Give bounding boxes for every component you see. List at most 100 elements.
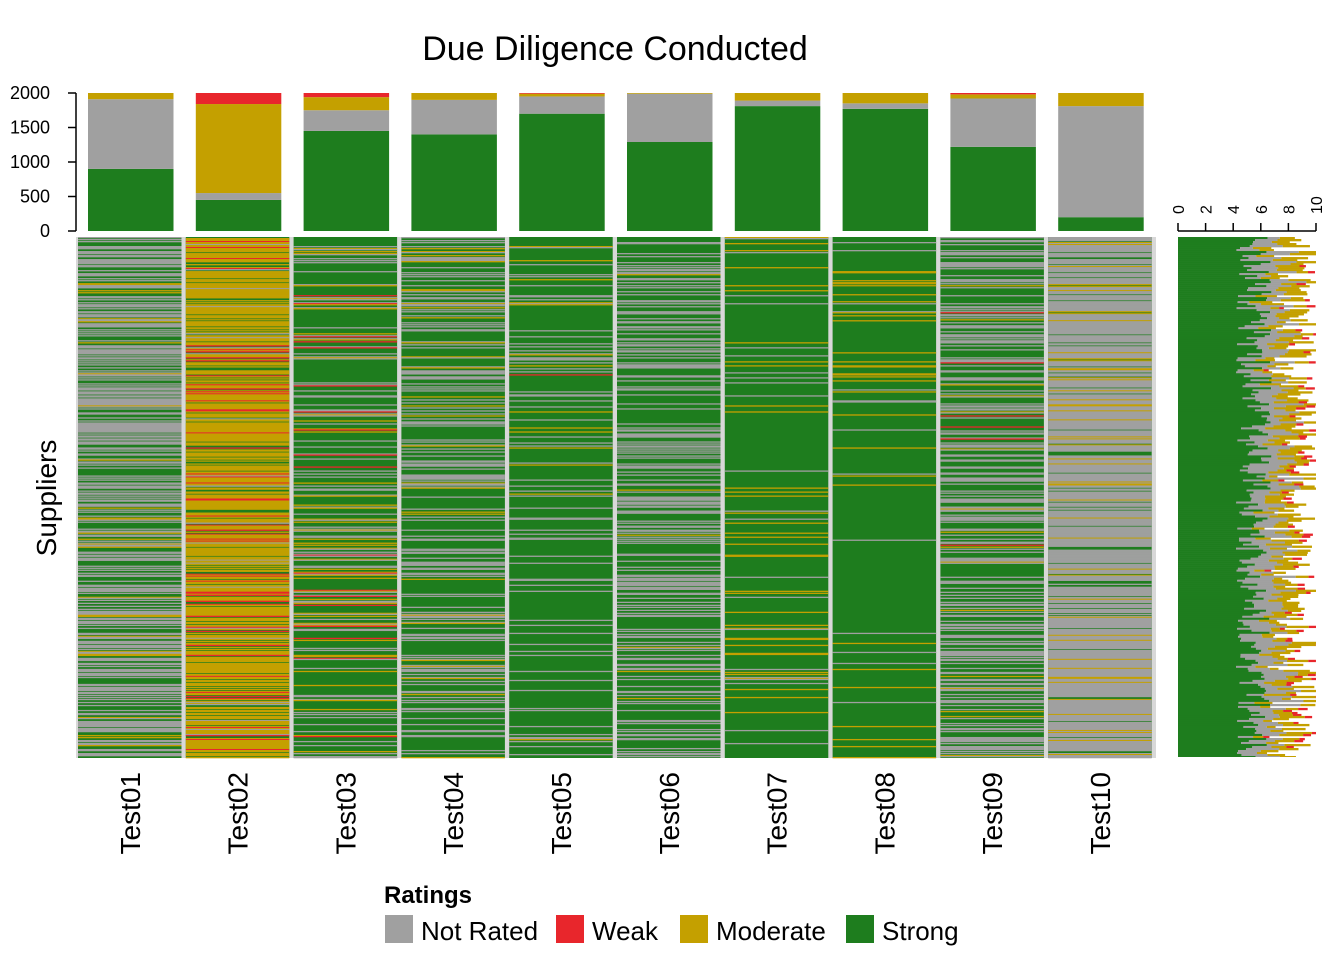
side-bar-segment — [1255, 359, 1276, 362]
side-bar-segment — [1263, 693, 1291, 697]
heatmap-cell — [401, 615, 505, 618]
heatmap-cell — [1048, 354, 1152, 356]
heatmap-cell — [1048, 517, 1152, 519]
heatmap-cell — [78, 399, 182, 401]
heatmap-cell — [185, 684, 290, 687]
heatmap-cell — [401, 259, 505, 261]
heatmap-cell — [185, 460, 290, 462]
heatmap-cell — [78, 306, 182, 308]
heatmap-cell — [78, 345, 182, 347]
heatmap-cell — [617, 364, 721, 366]
heatmap-cell — [185, 554, 290, 556]
heatmap-cell — [401, 468, 505, 470]
heatmap-cell — [724, 644, 829, 647]
heatmap-cell — [1048, 270, 1152, 272]
heatmap-cell — [617, 566, 721, 568]
heatmap-cell — [1048, 669, 1152, 672]
heatmap-cell — [617, 525, 721, 527]
heatmap-cell — [832, 738, 937, 741]
side-bar-segment — [1261, 415, 1275, 418]
side-x-axis: 0 2 4 6 8 10 — [1171, 196, 1326, 232]
heatmap-cell — [185, 574, 290, 576]
heatmap-cell — [617, 318, 721, 320]
heatmap-cell — [1048, 742, 1152, 745]
chart-title: Due Diligence Conducted — [422, 30, 808, 68]
heatmap-cell — [1048, 244, 1152, 246]
side-bar-segment — [1178, 737, 1267, 741]
heatmap-cell — [1048, 572, 1152, 574]
side-bar-segment — [1253, 721, 1278, 725]
heatmap-cell — [185, 247, 290, 249]
heatmap-cell — [940, 724, 1044, 727]
heatmap-cell — [1048, 431, 1152, 433]
side-bar-segment — [1262, 371, 1273, 374]
side-bar-segment — [1264, 691, 1287, 695]
heatmap-cell — [617, 491, 721, 493]
side-bar-segment — [1270, 311, 1285, 314]
side-bar-segment — [1276, 453, 1296, 456]
heatmap — [76, 237, 1156, 759]
heatmap-cell — [832, 414, 937, 416]
side-bar-segment — [1178, 271, 1269, 274]
side-bar-segment — [1250, 495, 1265, 498]
heatmap-cell — [1048, 642, 1152, 645]
heatmap-cell — [293, 713, 398, 716]
side-bar-segment — [1291, 695, 1316, 699]
heatmap-cell — [617, 338, 721, 340]
heatmap-cell — [1048, 622, 1152, 625]
side-bar-segment — [1178, 671, 1262, 675]
heatmap-cell — [293, 628, 398, 631]
heatmap-cell — [78, 318, 182, 320]
side-bar-segment — [1287, 637, 1293, 641]
side-bar-segment — [1178, 285, 1267, 288]
heatmap-cell — [78, 540, 182, 542]
side-bar-segment — [1252, 449, 1279, 452]
heatmap-cell — [401, 423, 505, 425]
heatmap-cell — [1048, 326, 1152, 328]
side-bar-segment — [1178, 683, 1259, 687]
heatmap-cell — [185, 362, 290, 364]
side-bar-segment — [1178, 539, 1240, 542]
side-bar-segment — [1286, 501, 1294, 504]
side-bar-segment — [1178, 571, 1250, 574]
heatmap-cell — [293, 544, 398, 546]
side-bar-segment — [1274, 415, 1290, 418]
heatmap-cell — [1048, 449, 1152, 451]
heatmap-cell — [617, 322, 721, 324]
side-bar-segment — [1261, 553, 1286, 556]
heatmap-cell — [185, 650, 290, 653]
side-bar-segment — [1282, 737, 1300, 741]
side-bar-segment — [1246, 693, 1264, 697]
heatmap-cell — [401, 513, 505, 515]
heatmap-cell — [185, 497, 290, 499]
side-bar-segment — [1282, 595, 1299, 598]
heatmap-cell — [617, 434, 721, 436]
heatmap-cell — [185, 611, 290, 614]
heatmap-cell — [832, 475, 937, 477]
side-bar-segment — [1248, 739, 1275, 743]
side-bar-segment — [1267, 439, 1286, 442]
side-bar-segment — [1268, 599, 1287, 602]
heatmap-cell — [401, 297, 505, 299]
heatmap-cell — [1048, 473, 1152, 475]
side-bar-segment — [1270, 413, 1290, 416]
side-bar-segment — [1293, 305, 1307, 308]
heatmap-cell — [401, 511, 505, 513]
side-bar-segment — [1277, 239, 1302, 242]
heatmap-cell — [185, 542, 290, 544]
side-bar-segment — [1273, 717, 1289, 721]
heatmap-cell — [509, 485, 613, 487]
heatmap-cell — [78, 499, 182, 501]
side-bar-segment — [1264, 495, 1286, 498]
side-bar-segment — [1238, 295, 1256, 298]
side-bar-segment — [1178, 389, 1253, 392]
heatmap-cell — [724, 677, 829, 680]
heatmap-cell — [401, 568, 505, 570]
side-bar-segment — [1178, 393, 1252, 396]
heatmap-cell — [78, 509, 182, 511]
heatmap-cell — [185, 245, 290, 247]
side-bar-segment — [1178, 439, 1238, 442]
heatmap-cell — [185, 254, 290, 256]
heatmap-cell — [293, 528, 398, 530]
heatmap-cell — [1048, 396, 1152, 398]
